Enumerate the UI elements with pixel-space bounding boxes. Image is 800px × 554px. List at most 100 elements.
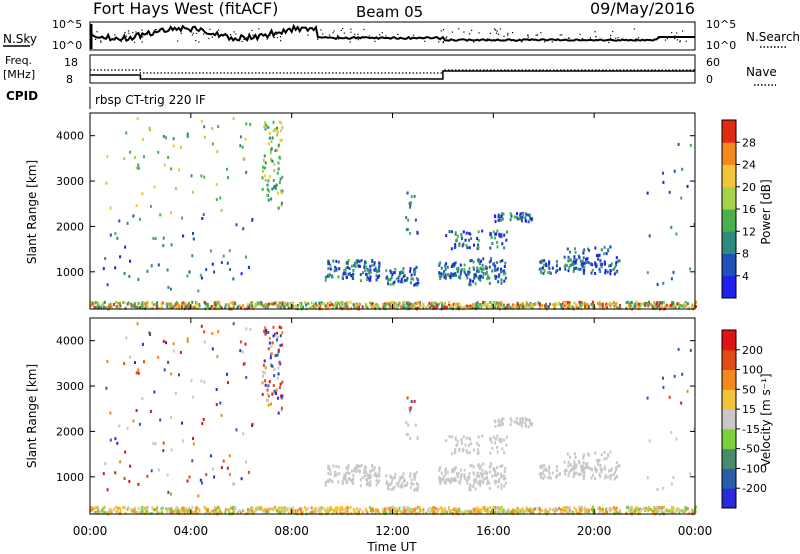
velocity-point bbox=[289, 507, 292, 511]
velocity-point bbox=[474, 478, 477, 482]
velocity-point bbox=[206, 509, 209, 513]
velocity-point bbox=[385, 507, 388, 511]
velocity-point bbox=[460, 473, 463, 477]
velocity-point bbox=[318, 506, 321, 510]
power-point bbox=[324, 304, 327, 308]
power-point bbox=[484, 265, 487, 269]
power-point bbox=[432, 301, 435, 305]
velocity-point bbox=[524, 421, 527, 425]
power-point bbox=[584, 305, 587, 309]
power-point bbox=[478, 262, 481, 266]
power-point bbox=[503, 306, 506, 310]
velocity-point bbox=[390, 505, 393, 509]
power-point bbox=[410, 201, 413, 205]
power-point bbox=[294, 304, 297, 308]
power-point bbox=[226, 167, 228, 171]
power-point bbox=[346, 266, 349, 269]
power-point bbox=[276, 171, 279, 175]
velocity-point bbox=[630, 506, 633, 509]
velocity-point bbox=[106, 488, 109, 492]
velocity-point bbox=[226, 372, 228, 376]
velocity-point bbox=[339, 506, 342, 510]
velocity-point bbox=[542, 476, 545, 480]
power-point bbox=[475, 303, 478, 307]
power-point bbox=[320, 303, 323, 307]
velocity-point bbox=[294, 511, 297, 515]
velocity-point bbox=[104, 511, 107, 515]
velocity-point bbox=[500, 475, 502, 479]
velocity-point bbox=[486, 479, 489, 483]
velocity-point bbox=[594, 467, 597, 471]
velocity-point bbox=[264, 379, 267, 383]
power-point bbox=[520, 216, 523, 220]
velocity-point bbox=[658, 509, 661, 512]
velocity-point bbox=[498, 439, 501, 443]
noise-search-point bbox=[332, 32, 334, 34]
velocity-point bbox=[551, 471, 554, 475]
velocity-point bbox=[478, 474, 481, 478]
power-point bbox=[567, 269, 570, 273]
velocity-point bbox=[267, 330, 270, 334]
velocity-point bbox=[574, 465, 577, 469]
velocity-point bbox=[327, 467, 330, 471]
power-point bbox=[489, 259, 492, 263]
nave-tick-bottom: 0 bbox=[706, 73, 713, 86]
velocity-point bbox=[344, 509, 347, 513]
velocity-point bbox=[369, 473, 372, 477]
velocity-point bbox=[486, 482, 489, 486]
power-point bbox=[193, 306, 196, 309]
power-point bbox=[603, 252, 606, 256]
power-point bbox=[137, 163, 140, 167]
power-point bbox=[672, 306, 675, 310]
velocity-point bbox=[337, 480, 340, 484]
power-point bbox=[441, 304, 444, 308]
velocity-point bbox=[119, 509, 122, 513]
power-point bbox=[396, 304, 399, 308]
power-point bbox=[141, 306, 144, 310]
power-point bbox=[468, 282, 471, 286]
power-point bbox=[496, 229, 499, 233]
velocity-point bbox=[390, 476, 392, 479]
power-point bbox=[366, 278, 368, 281]
power-point bbox=[507, 306, 510, 309]
velocity-point bbox=[184, 511, 187, 515]
velocity-point bbox=[606, 511, 609, 514]
power-point bbox=[525, 304, 528, 308]
velocity-point bbox=[566, 452, 569, 456]
velocity-point bbox=[500, 438, 503, 442]
power-point bbox=[574, 250, 577, 254]
velocity-point bbox=[354, 470, 357, 474]
velocity-point bbox=[505, 443, 508, 447]
velocity-point bbox=[487, 511, 490, 515]
velocity-point bbox=[439, 506, 442, 510]
power-point bbox=[499, 218, 502, 222]
velocity-point bbox=[301, 510, 304, 514]
velocity-point bbox=[579, 508, 582, 512]
noise-search-point bbox=[273, 36, 275, 38]
power-point bbox=[539, 302, 542, 306]
velocity-point bbox=[373, 466, 376, 470]
velocity-point bbox=[672, 475, 675, 479]
power-point bbox=[390, 300, 393, 304]
power-point bbox=[342, 306, 345, 310]
velocity-point bbox=[507, 508, 510, 512]
velocity-point bbox=[346, 506, 349, 510]
power-point bbox=[500, 270, 502, 274]
power-point bbox=[418, 306, 421, 310]
velocity-point bbox=[347, 477, 350, 481]
colorbar-segment bbox=[722, 389, 736, 410]
velocity-point bbox=[248, 508, 251, 512]
power-point bbox=[326, 302, 329, 305]
velocity-point bbox=[509, 423, 512, 427]
power-point bbox=[154, 303, 157, 307]
power-point bbox=[567, 259, 570, 263]
velocity-point bbox=[614, 507, 617, 511]
noise-search-point bbox=[100, 41, 102, 43]
velocity-point bbox=[271, 341, 274, 345]
velocity-point bbox=[272, 507, 275, 511]
power-point bbox=[329, 273, 331, 277]
power-point bbox=[277, 161, 280, 165]
power-point bbox=[393, 271, 396, 275]
power-point bbox=[368, 269, 371, 273]
velocity-point bbox=[392, 487, 395, 491]
